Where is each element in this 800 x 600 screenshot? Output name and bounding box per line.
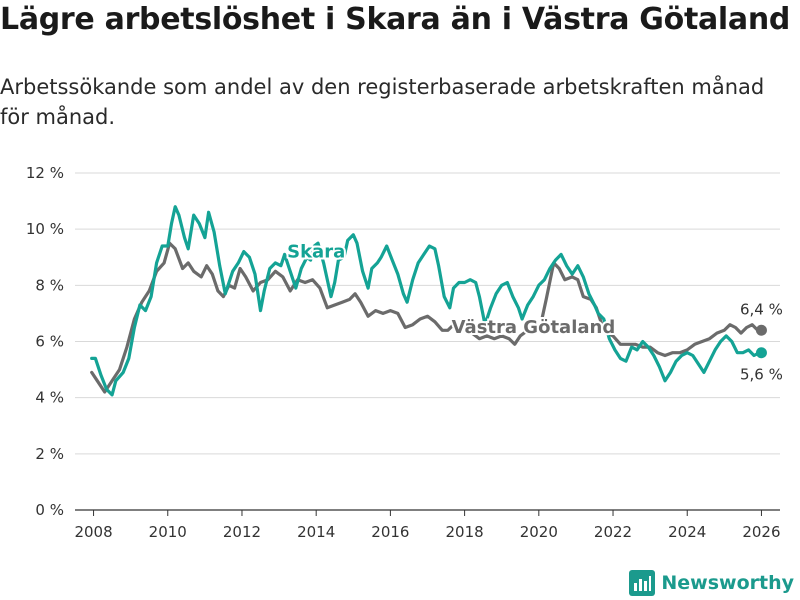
end-label-vastra-gotaland: 6,4 % <box>740 300 783 318</box>
y-tick-label: 0 % <box>35 501 64 519</box>
y-tick-label: 10 % <box>26 220 64 238</box>
series-labels: Skara Västra Götaland 6,4 % 5,6 % <box>285 239 783 384</box>
x-tick-label: 2024 <box>668 523 706 541</box>
series-line-vastra-gotaland <box>90 241 763 394</box>
x-tick-label: 2022 <box>594 523 632 541</box>
x-tick-label: 2020 <box>520 523 558 541</box>
series-line-skara <box>90 205 763 397</box>
end-label-skara: 5,6 % <box>740 366 783 384</box>
end-point-vastra-gotaland <box>755 324 767 336</box>
y-tick-label: 2 % <box>35 445 64 463</box>
series-label-vastra-gotaland: Västra Götaland <box>452 317 616 338</box>
series-lines <box>90 205 767 397</box>
x-axis-ticks: 2008 2010 2012 2014 2016 2018 2020 2022 2024 2026 <box>74 510 781 541</box>
newsworthy-logo-icon <box>629 570 656 596</box>
x-tick-label: 2014 <box>297 523 335 541</box>
end-point-skara <box>755 347 767 359</box>
series-label-skara: Skara <box>287 241 345 262</box>
grid-lines <box>75 172 780 511</box>
x-tick-label: 2010 <box>149 523 187 541</box>
y-axis-ticks: 0 % 2 % 4 % 6 % 8 % 10 % 12 % <box>26 164 64 519</box>
chart-subtitle: Arbetssökande som andel av den registerb… <box>0 75 765 129</box>
y-tick-label: 4 % <box>35 389 64 407</box>
x-tick-label: 2008 <box>74 523 112 541</box>
x-tick-label: 2016 <box>371 523 409 541</box>
brand-name: Newsworthy <box>661 572 794 594</box>
x-tick-label: 2018 <box>446 523 484 541</box>
x-tick-label: 2012 <box>223 523 261 541</box>
y-tick-label: 8 % <box>35 276 64 294</box>
chart-title: Lägre arbetslöshet i Skara än i Västra G… <box>0 2 791 37</box>
brand-logo: Newsworthy <box>629 570 794 596</box>
x-tick-label: 2026 <box>742 523 780 541</box>
y-tick-label: 12 % <box>26 164 64 182</box>
y-tick-label: 6 % <box>35 333 64 351</box>
